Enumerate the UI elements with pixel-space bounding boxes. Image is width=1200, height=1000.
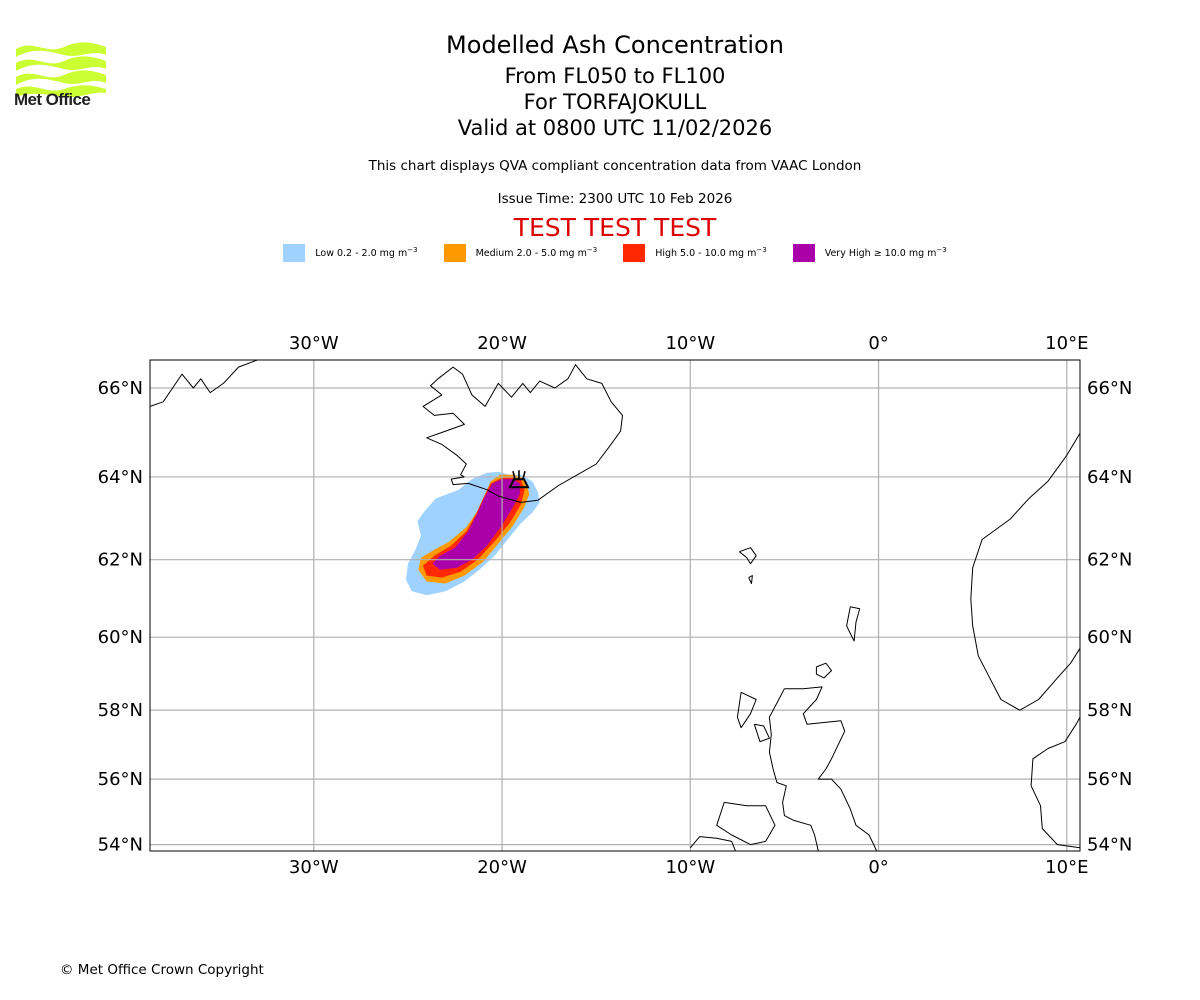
legend-label-very-high: Very High ≥ 10.0 mg m−3 [824,246,947,260]
lat-label-right: 58°N [1087,700,1132,721]
coastline-iceland [422,364,623,503]
volcano-icon [508,470,530,489]
volcano-name: For TORFAJOKULL [523,90,707,114]
issue-time: Issue Time: 2300 UTC 10 Feb 2026 [497,191,733,207]
ash-plume-layer [406,471,540,596]
coastline-sweden-denmark [1030,716,1080,849]
lon-label-top: 0° [868,333,888,354]
chart-subtitle: This chart displays QVA compliant concen… [368,158,862,174]
lat-label-left: 60°N [98,627,143,648]
coastline-greenland [150,360,258,407]
lon-label-bottom: 10°W [665,857,715,878]
lon-label-top: 20°W [477,333,527,354]
lon-label-top: 30°W [289,333,339,354]
legend-item-very-high: Very High ≥ 10.0 mg m−3 [792,244,947,262]
coastline-shetland [846,606,861,642]
coastline-scotland [768,686,878,851]
lat-label-left: 56°N [98,769,143,790]
ash-contour-very-high [432,479,520,570]
lon-label-bottom: 0° [868,857,888,878]
met-office-logo-text: Met Office [14,90,91,109]
coastline-hebrides [736,691,757,729]
lat-label-right: 66°N [1087,378,1132,399]
coastline-faroes-south [748,575,753,584]
axis-labels: 30°W 30°W 20°W 20°W 10°W 10°W 0° 0° 10°E 10°E 66°N… [98,333,1133,878]
coastline-norway [970,433,1080,711]
legend-swatch-low [283,244,306,262]
legend-label-medium: Medium 2.0 - 5.0 mg m−3 [475,246,598,260]
lat-label-left: 62°N [98,550,143,571]
legend: Low 0.2 - 2.0 mg m−3 Medium 2.0 - 5.0 mg… [0,244,1200,262]
map-frame [149,359,1081,852]
valid-time: Valid at 0800 UTC 11/02/2026 [457,116,773,140]
volcano-plume-lines [512,470,526,480]
lon-label-bottom: 20°W [477,857,527,878]
lat-label-right: 60°N [1087,627,1132,648]
legend-swatch-high [623,244,646,262]
coastline-faroes [738,547,757,565]
lat-label-left: 66°N [98,378,143,399]
legend-label-high: High 5.0 - 10.0 mg m−3 [655,246,767,260]
coastline-ireland-north [689,836,736,851]
lat-label-right: 62°N [1087,550,1132,571]
lat-label-right: 56°N [1087,769,1132,790]
lat-label-right: 64°N [1087,467,1132,488]
lon-label-bottom: 10°E [1045,857,1088,878]
coastline-northern-ireland [716,801,776,846]
legend-item-low: Low 0.2 - 2.0 mg m−3 [283,244,418,262]
legend-swatch-very-high [792,244,815,262]
legend-label-low: Low 0.2 - 2.0 mg m−3 [315,246,418,260]
legend-item-high: High 5.0 - 10.0 mg m−3 [623,244,767,262]
flight-levels: From FL050 to FL100 [504,64,726,88]
lon-label-bottom: 30°W [289,857,339,878]
lon-label-top: 10°E [1045,333,1088,354]
legend-item-medium: Medium 2.0 - 5.0 mg m−3 [443,244,598,262]
lat-label-right: 54°N [1087,835,1132,856]
volcano-marker [508,470,530,489]
lat-label-left: 64°N [98,467,143,488]
legend-swatch-medium [443,244,466,262]
chart-title: Modelled Ash Concentration [446,31,784,59]
graticule [150,360,1080,851]
coastline-orkney [815,662,832,679]
lat-label-left: 58°N [98,700,143,721]
lon-label-top: 10°W [665,333,715,354]
met-office-logo-waves-icon [16,42,106,98]
test-banner: TEST TEST TEST [513,213,717,242]
lat-label-left: 54°N [98,835,143,856]
coastlines [150,360,1080,851]
copyright: © Met Office Crown Copyright [60,962,264,978]
coastline-skye [753,723,770,743]
volcano-cone [508,478,530,489]
